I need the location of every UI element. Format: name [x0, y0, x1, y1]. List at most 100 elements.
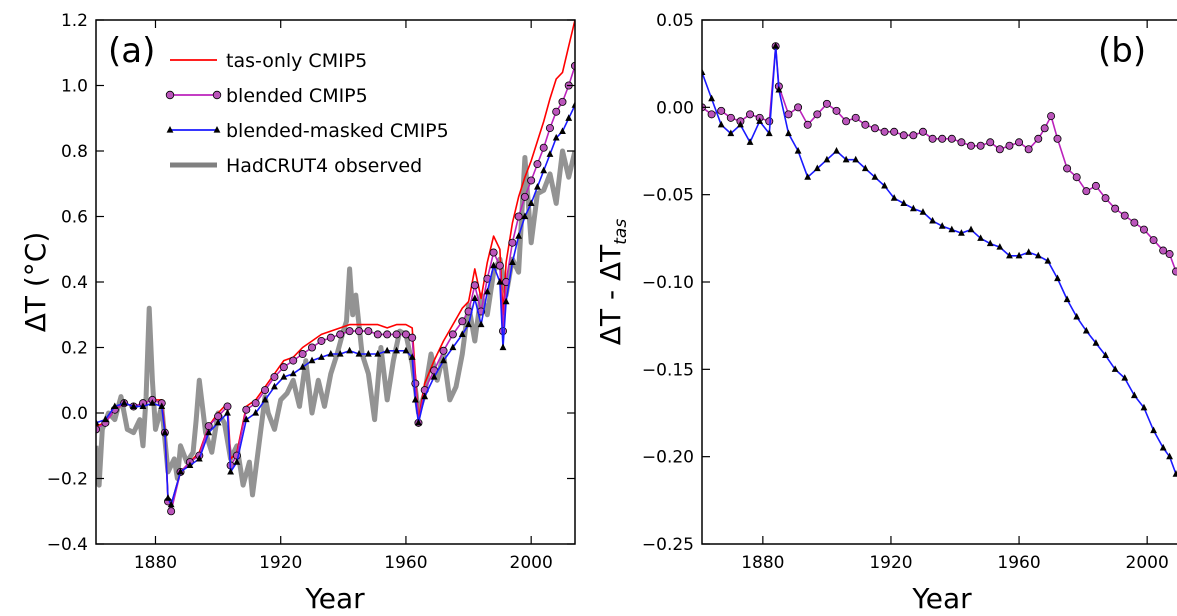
- panel-b-ylabel-main: ΔT - ΔT: [594, 244, 627, 345]
- panel-b-point-blended-cmip5: [1171, 267, 1177, 276]
- panel-b-point-blended-cmip5: [928, 134, 937, 143]
- panel-a-point-blended-cmip5: [448, 330, 457, 339]
- panel-b-point-blended-cmip5: [822, 99, 831, 108]
- panel-a-series-line-blended-cmip5: [96, 65, 575, 513]
- panel-a-point-blended-masked-cmip5: [252, 409, 260, 416]
- panel-b-point-blended-masked-cmip5: [967, 225, 975, 233]
- legend-entry-label: blended-masked CMIP5: [226, 120, 449, 142]
- panel-a-point-blended-masked-cmip5: [364, 350, 372, 357]
- panel-a-ticks: 1880 1920 1960 2000 −0.4 −0.2 0.0 0.2 0.4 0.6 0.8 1…: [47, 11, 575, 573]
- panel-a-point-blended-masked-cmip5: [515, 232, 523, 239]
- panel-b-point-blended-masked-cmip5: [702, 68, 706, 75]
- panel-a-point-blended-cmip5: [242, 405, 251, 414]
- panel-a-point-blended-masked-cmip5: [546, 150, 554, 157]
- panel-b-point-blended-masked-cmip5: [929, 216, 936, 224]
- panel-a-point-blended-masked-cmip5: [440, 356, 447, 364]
- panel-a-point-blended-masked-cmip5: [261, 395, 269, 403]
- panel-a-ytick-label: 0.6: [61, 208, 88, 228]
- panel-a-point-blended-cmip5: [508, 238, 517, 247]
- panel-b-point-blended-cmip5: [1111, 204, 1120, 213]
- panel-b-point-blended-masked-cmip5: [852, 155, 860, 163]
- panel-b-point-blended-cmip5: [717, 106, 726, 115]
- panel-b-point-blended-masked-cmip5: [775, 85, 783, 93]
- panel-a-point-blended-masked-cmip5: [336, 350, 344, 357]
- panel-a-point-blended-masked-cmip5: [271, 382, 278, 390]
- panel-a-point-blended-masked-cmip5: [101, 415, 109, 423]
- panel-a-xtick-label: 2000: [510, 553, 553, 573]
- panel-b-point-blended-masked-cmip5: [833, 147, 840, 154]
- panel-a-point-blended-cmip5: [470, 281, 479, 290]
- panel-a-point-blended-masked-cmip5: [402, 346, 410, 354]
- panel-b-ytick-label: −0.10: [642, 273, 694, 293]
- panel-a-point-blended-masked-cmip5: [318, 353, 325, 360]
- panel-b-point-blended-masked-cmip5: [986, 239, 994, 247]
- panel-a-point-blended-masked-cmip5: [289, 369, 297, 377]
- panel-b-point-blended-masked-cmip5: [804, 173, 812, 180]
- panel-a-point-blended-cmip5: [270, 372, 279, 381]
- panel-b-point-blended-cmip5: [1130, 218, 1139, 227]
- panel-a-xtick-label: 1960: [384, 553, 427, 573]
- panel-b-point-blended-masked-cmip5: [727, 129, 735, 137]
- panel-b-point-blended-masked-cmip5: [958, 229, 965, 236]
- panel-b-point-blended-masked-cmip5: [708, 94, 716, 102]
- panel-b-point-blended-cmip5: [995, 145, 1004, 154]
- panel-b-point-blended-masked-cmip5: [1006, 251, 1013, 259]
- panel-a-point-blended-cmip5: [411, 379, 420, 388]
- panel-b-ytick-label: −0.20: [642, 448, 694, 468]
- panel-a-point-blended-cmip5: [408, 333, 417, 342]
- panel-b-point-blended-masked-cmip5: [1140, 403, 1148, 411]
- panel-b-point-blended-cmip5: [1149, 236, 1158, 245]
- panel-b-point-blended-cmip5: [1034, 134, 1043, 143]
- panel-b-point-blended-masked-cmip5: [746, 138, 754, 145]
- panel-b-point-blended-cmip5: [899, 131, 908, 140]
- panel-b-point-blended-masked-cmip5: [1054, 274, 1061, 282]
- panel-a-point-blended-masked-cmip5: [465, 320, 472, 328]
- panel-b-point-blended-masked-cmip5: [1034, 251, 1042, 259]
- panel-a-ytick-label: 0.0: [61, 404, 88, 424]
- panel-b-point-blended-cmip5: [976, 141, 985, 150]
- panel-b-point-blended-masked-cmip5: [1092, 339, 1100, 346]
- panel-a-point-blended-masked-cmip5: [130, 402, 137, 410]
- panel-a-point-blended-cmip5: [373, 330, 382, 339]
- panel-b-point-blended-masked-cmip5: [1044, 257, 1052, 264]
- panel-b-point-blended-masked-cmip5: [737, 120, 744, 128]
- panel-a-point-blended-masked-cmip5: [411, 395, 419, 403]
- panel-a-point-blended-masked-cmip5: [167, 500, 175, 508]
- panel-a-xlabel: Year: [304, 582, 365, 615]
- panel-a-point-blended-cmip5: [204, 422, 213, 431]
- panel-b-point-blended-cmip5: [707, 110, 716, 119]
- panel-a-point-blended-cmip5: [545, 124, 554, 133]
- panel-a-point-blended-masked-cmip5: [308, 356, 316, 364]
- panel-b-point-blended-cmip5: [813, 110, 822, 119]
- panel-b-point-blended-cmip5: [909, 131, 918, 140]
- panel-a-point-blended-masked-cmip5: [233, 458, 241, 465]
- panel-a-point-blended-masked-cmip5: [186, 461, 194, 468]
- panel-a-point-blended-cmip5: [401, 330, 410, 339]
- panel-b-point-blended-masked-cmip5: [1166, 452, 1173, 460]
- panel-a-xtick-label: 1920: [259, 553, 302, 573]
- panel-a-point-blended-masked-cmip5: [490, 261, 498, 269]
- panel-a-point-blended-masked-cmip5: [205, 428, 213, 436]
- panel-b-point-blended-masked-cmip5: [785, 129, 792, 137]
- panel-a-point-blended-masked-cmip5: [571, 101, 575, 108]
- panel-a-point-blended-masked-cmip5: [214, 418, 222, 426]
- panel-a-ylabel: ΔT (°C): [19, 232, 52, 333]
- panel-a-ytick-label: −0.2: [47, 470, 88, 490]
- panel-a-point-blended-masked-cmip5: [355, 350, 363, 357]
- panel-b-xlabel: Year: [911, 582, 972, 615]
- panel-a-point-blended-masked-cmip5: [499, 343, 507, 351]
- panel-b-point-blended-cmip5: [803, 120, 812, 129]
- panel-b-point-blended-masked-cmip5: [900, 199, 908, 206]
- panel-a-point-blended-cmip5: [539, 143, 548, 152]
- panel-b-point-blended-cmip5: [957, 138, 966, 147]
- panel-a-point-blended-masked-cmip5: [195, 454, 203, 462]
- panel-b-point-blended-cmip5: [1072, 173, 1081, 182]
- panel-b-point-blended-masked-cmip5: [890, 194, 898, 201]
- panel-b-point-blended-cmip5: [1101, 194, 1110, 203]
- panel-b-point-blended-masked-cmip5: [756, 117, 764, 124]
- panel-b-point-blended-cmip5: [938, 134, 947, 143]
- panel-a-point-blended-masked-cmip5: [242, 415, 250, 423]
- panel-a-point-blended-masked-cmip5: [534, 183, 541, 190]
- panel-b-ytick-label: 0.05: [656, 11, 694, 31]
- panel-b-point-blended-masked-cmip5: [1073, 312, 1081, 320]
